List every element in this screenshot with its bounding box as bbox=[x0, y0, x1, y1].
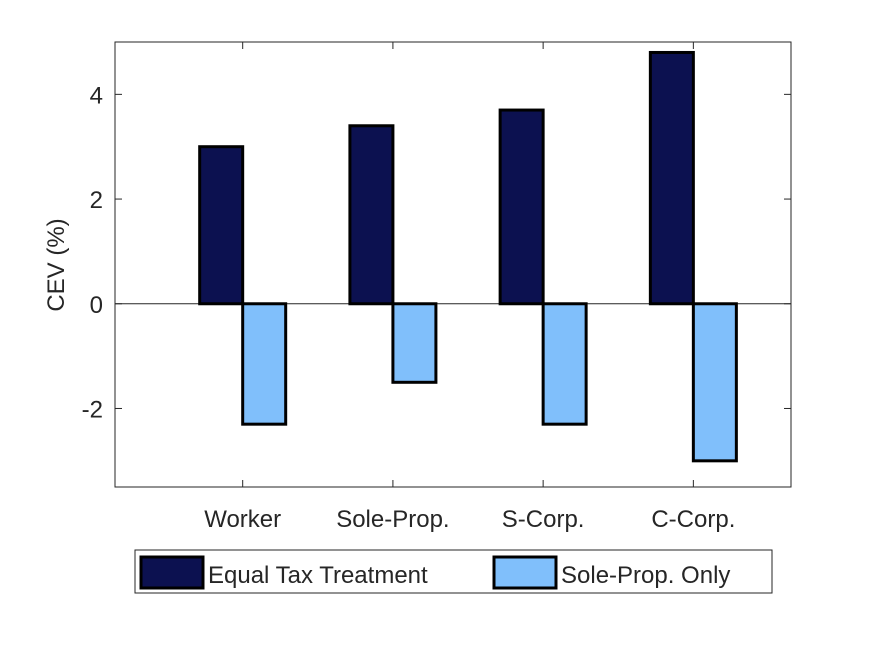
bar-sole-prop-only-3 bbox=[691, 302, 738, 463]
legend-label-0: Equal Tax Treatment bbox=[208, 562, 428, 589]
bar-sole-prop-only-1 bbox=[391, 302, 438, 384]
bar-sole-prop-only-2 bbox=[541, 302, 588, 426]
y-axis-label: CEV (%) bbox=[43, 218, 70, 311]
x-axis: Worker Sole-Prop. S-Corp. C-Corp. bbox=[204, 42, 735, 533]
legend-label-1: Sole-Prop. Only bbox=[561, 562, 730, 589]
x-tick-label: Worker bbox=[204, 506, 281, 533]
y-tick-label: 4 bbox=[90, 82, 103, 109]
bar-equal-tax-3 bbox=[648, 50, 695, 306]
plot-area-frame bbox=[114, 41, 792, 488]
bar-equal-tax-2 bbox=[498, 108, 545, 306]
x-tick-label: Sole-Prop. bbox=[336, 506, 449, 533]
y-tick-label: 0 bbox=[90, 292, 103, 319]
bars bbox=[198, 50, 738, 463]
x-tick-label: C-Corp. bbox=[651, 506, 735, 533]
bar-equal-tax-0 bbox=[198, 145, 245, 306]
legend-box bbox=[134, 549, 773, 594]
bar-sole-prop-only-0 bbox=[241, 302, 288, 426]
bar-equal-tax-1 bbox=[348, 124, 395, 306]
x-tick-label: S-Corp. bbox=[502, 506, 585, 533]
legend: Equal Tax Treatment Sole-Prop. Only bbox=[134, 549, 773, 594]
legend-swatch-0 bbox=[139, 555, 205, 590]
y-tick-label: 2 bbox=[90, 187, 103, 214]
y-axis: -2 0 2 4 bbox=[82, 82, 791, 423]
y-tick-label: -2 bbox=[82, 396, 103, 423]
legend-swatch-1 bbox=[492, 555, 558, 590]
